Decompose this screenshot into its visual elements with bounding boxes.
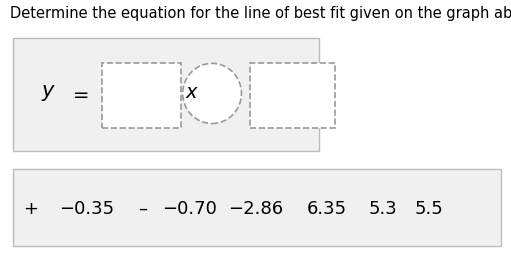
Text: –: – [138, 200, 148, 218]
Bar [250, 63, 335, 128]
FancyBboxPatch shape [13, 38, 319, 151]
Text: 6.35: 6.35 [307, 200, 347, 218]
Text: $x$: $x$ [184, 84, 199, 102]
Text: 5.3: 5.3 [369, 200, 398, 218]
Text: 5.5: 5.5 [415, 200, 444, 218]
Text: Determine the equation for the line of best fit given on the graph above.: Determine the equation for the line of b… [10, 6, 511, 22]
Text: $=$: $=$ [69, 84, 89, 103]
FancyBboxPatch shape [13, 169, 501, 246]
Bar [102, 63, 181, 128]
Text: −0.70: −0.70 [161, 200, 217, 218]
Text: −0.35: −0.35 [59, 200, 114, 218]
Text: +: + [23, 200, 38, 218]
Ellipse shape [183, 63, 242, 123]
Text: $y$: $y$ [41, 83, 56, 103]
Text: −2.86: −2.86 [228, 200, 283, 218]
